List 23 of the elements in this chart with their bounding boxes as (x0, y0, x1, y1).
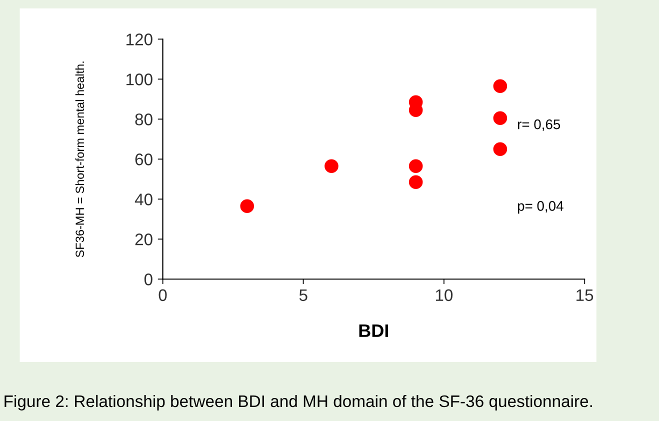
y-tick-label: 60 (135, 154, 152, 166)
point (493, 79, 508, 94)
y-tick-label: 0 (144, 274, 152, 286)
y-axis-title: SF36-MH = Short-form mental health. (75, 62, 84, 258)
y-tick-label: 80 (135, 114, 152, 126)
point (408, 159, 423, 174)
x-tick-label: 5 (299, 289, 308, 302)
point (493, 142, 508, 156)
x-tick-label: 10 (436, 289, 453, 302)
caption: Figure 2: Relationship between BDI and MH domain of the SF-36 questionnaire. (4, 394, 592, 410)
annotation: r= 0,65 (518, 119, 560, 131)
y-tick-label: 100 (126, 74, 152, 86)
x-tick-label: 0 (158, 289, 167, 302)
y-tick-label: 20 (135, 234, 152, 246)
point (493, 111, 508, 126)
y-tick-label: 40 (134, 194, 152, 206)
x-tick-label: 15 (576, 289, 594, 302)
x-axis-title: BDI (359, 324, 388, 337)
point (240, 199, 254, 214)
y-tick-label: 120 (126, 34, 152, 46)
point (408, 175, 423, 190)
annotation: p= 0,04 (518, 201, 564, 214)
point (324, 159, 338, 174)
